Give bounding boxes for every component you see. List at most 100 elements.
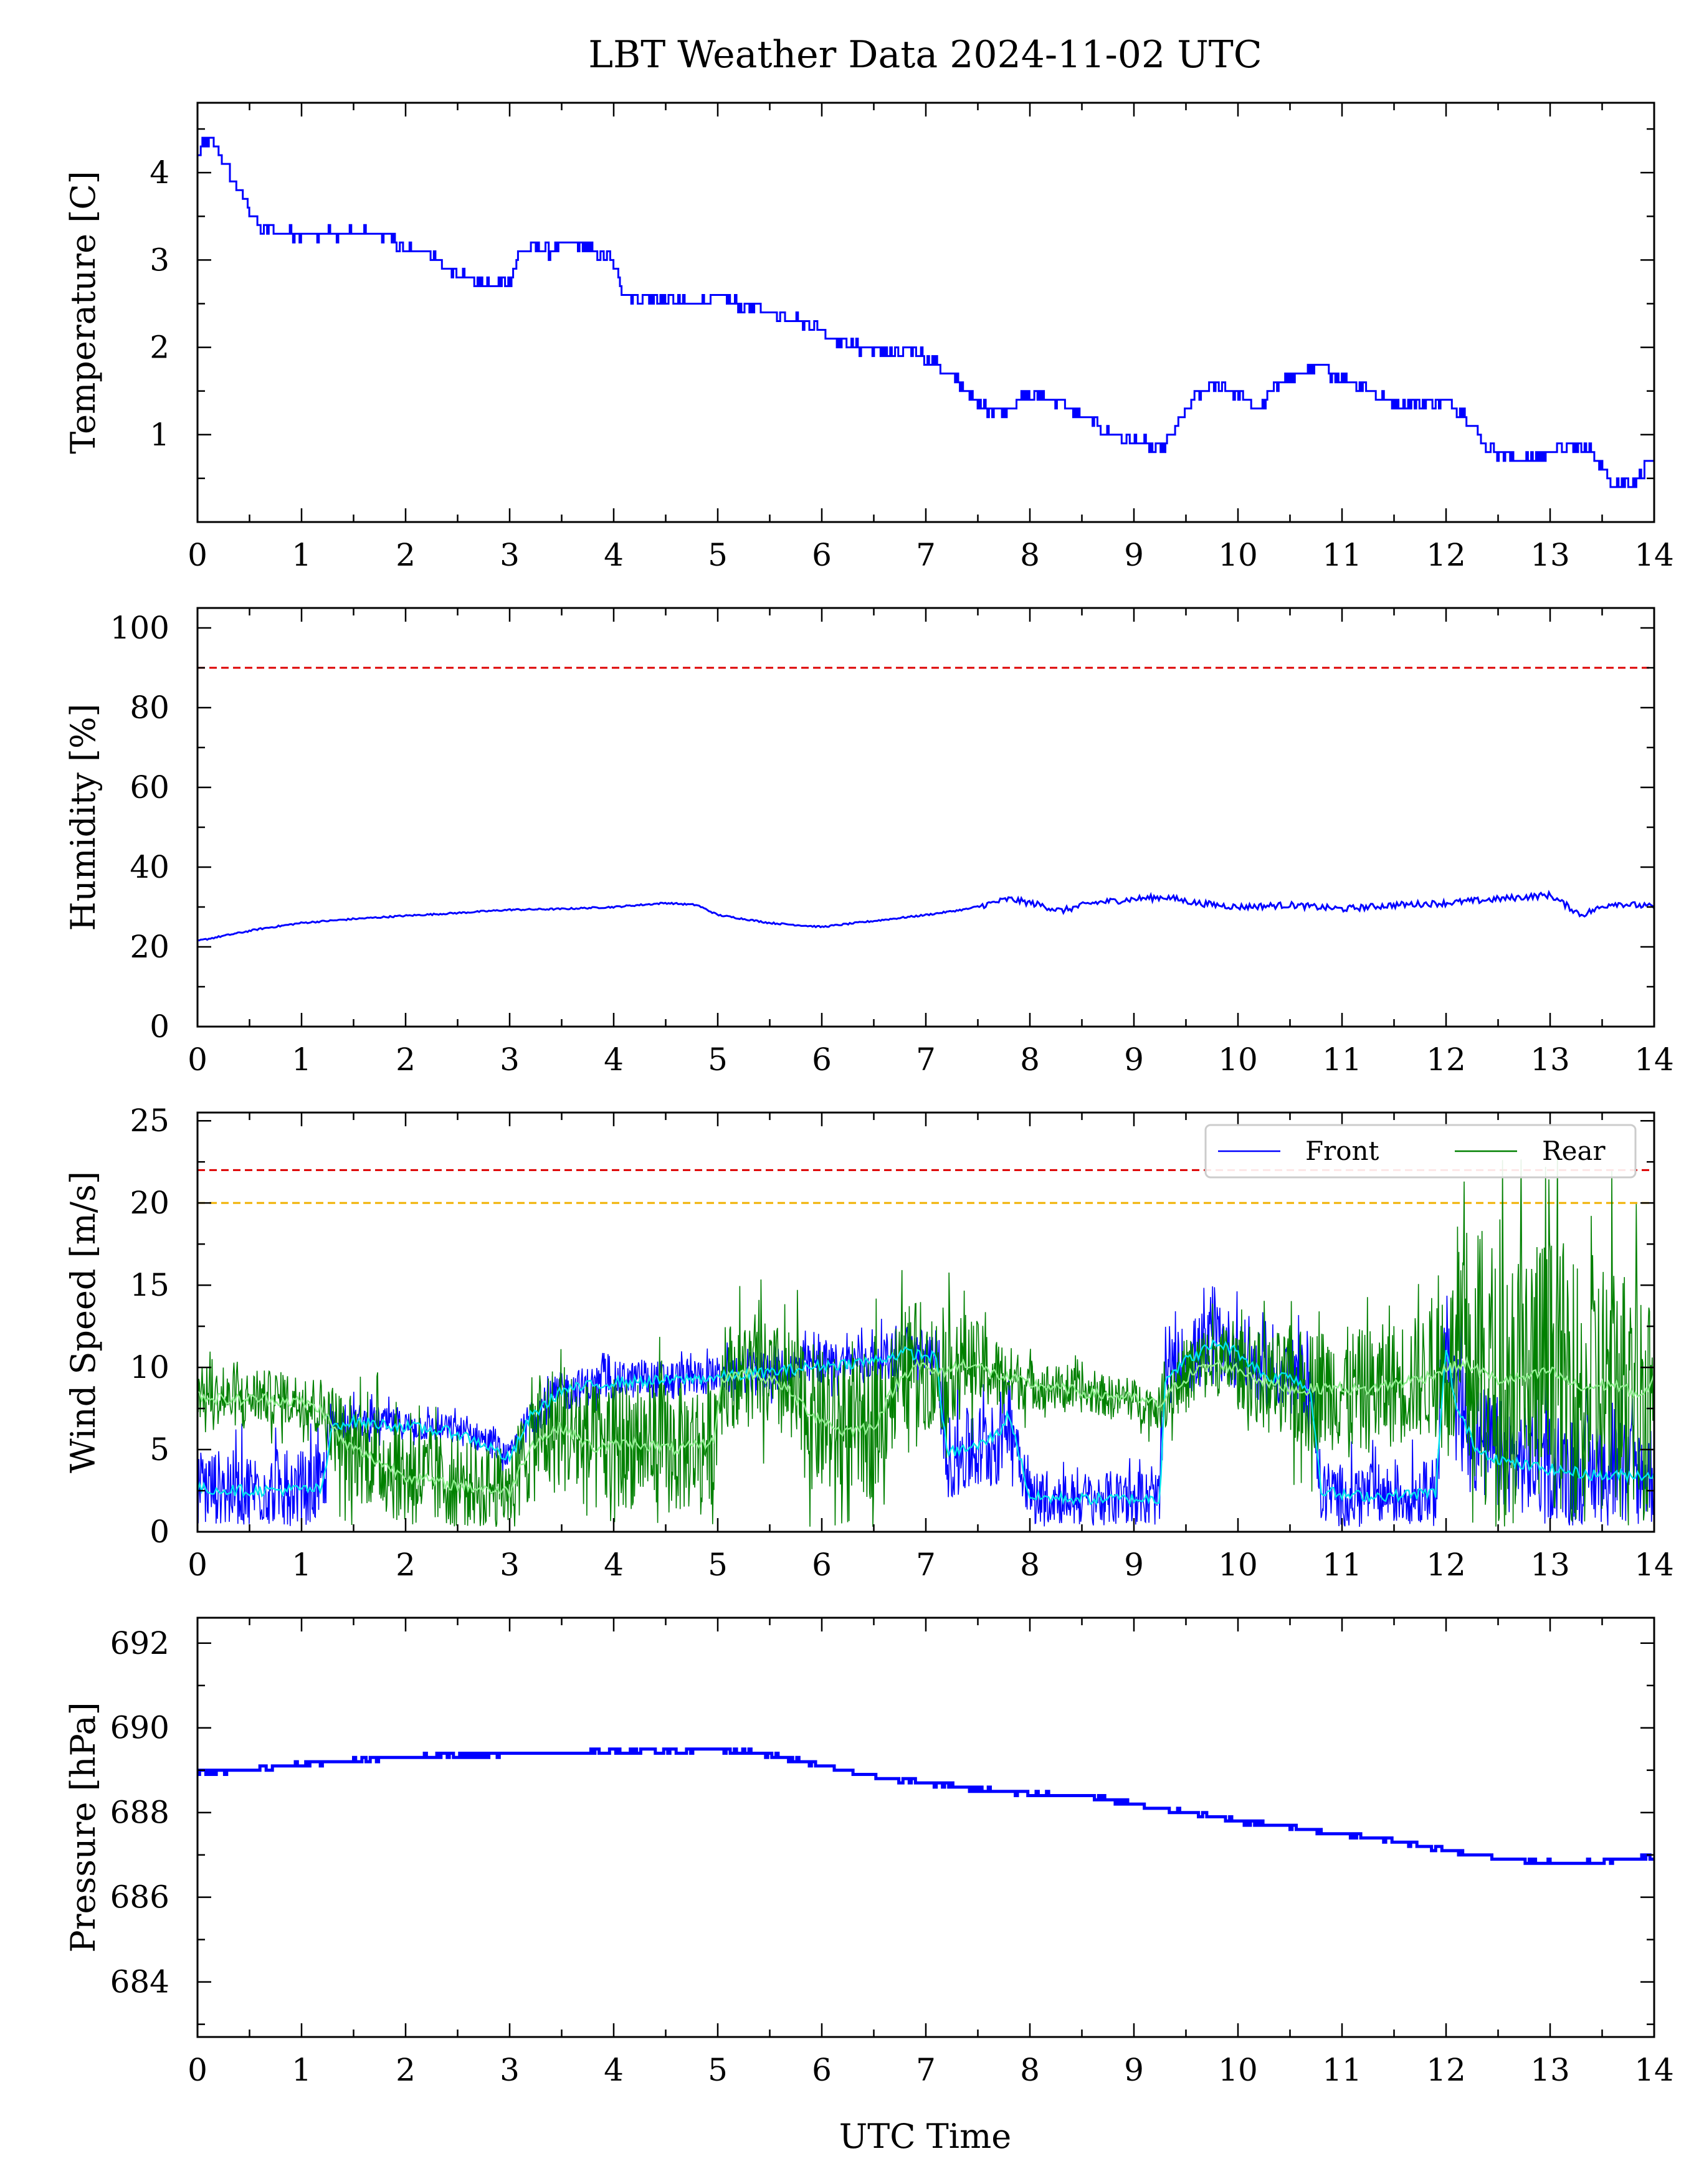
y-tick-label: 0	[150, 1009, 169, 1045]
rear-smoothed-line	[198, 1356, 1654, 1498]
x-tick-label: 8	[1020, 537, 1040, 573]
x-tick-label: 10	[1218, 2052, 1258, 2088]
y-axis-label-temperature: Temperature [C]	[64, 171, 103, 453]
x-tick-label: 12	[1426, 537, 1466, 573]
x-tick-label: 11	[1322, 1547, 1362, 1583]
y-tick-label: 684	[110, 1964, 169, 2000]
x-tick-label: 7	[916, 1042, 936, 1078]
x-tick-label: 12	[1426, 1547, 1466, 1583]
x-tick-label: 0	[188, 537, 207, 573]
x-tick-label: 7	[916, 1547, 936, 1583]
y-tick-label: 3	[150, 242, 169, 278]
y-tick-label: 690	[110, 1710, 169, 1746]
rear-series	[198, 1142, 1654, 1527]
plot-area-temperature	[198, 136, 1654, 488]
x-tick-label: 0	[188, 1042, 207, 1078]
x-tick-label: 5	[708, 1042, 728, 1078]
x-tick-label: 3	[500, 537, 520, 573]
x-tick-label: 3	[500, 1547, 520, 1583]
x-tick-label: 14	[1634, 537, 1674, 573]
pressure-series	[198, 1747, 1654, 1865]
legend-label-front: Front	[1305, 1136, 1379, 1166]
x-tick-label: 13	[1530, 1042, 1570, 1078]
y-tick-label: 20	[130, 1185, 169, 1221]
x-tick-label: 4	[604, 537, 624, 573]
x-tick-label: 11	[1322, 2052, 1362, 2088]
x-tick-label: 2	[396, 2052, 416, 2088]
x-tick-label: 1	[292, 1042, 312, 1078]
panel-pressure: 0 1 2 3 4 5 6 7 8 9 10 11 12 13 14684686688690692Press…	[64, 1617, 1674, 2088]
x-tick-label: 9	[1124, 1042, 1144, 1078]
y-tick-label: 2	[150, 330, 169, 366]
x-tick-label: 11	[1322, 1042, 1362, 1078]
front-smoothed-line	[198, 1339, 1654, 1507]
humidity-series	[198, 890, 1654, 942]
y-tick-label: 100	[110, 610, 169, 646]
x-tick-label: 14	[1634, 1547, 1674, 1583]
x-tick-label: 8	[1020, 2052, 1040, 2088]
x-tick-label: 9	[1124, 2052, 1144, 2088]
y-tick-label: 60	[130, 769, 169, 805]
x-tick-label: 11	[1322, 537, 1362, 573]
x-tick-label: 6	[812, 1042, 832, 1078]
y-axis-label-humidity: Humidity [%]	[64, 703, 103, 931]
panel-humidity: 0 1 2 3 4 5 6 7 8 9 10 11 12 13 14020406080100Humidity…	[64, 607, 1674, 1078]
x-tick-label: 10	[1218, 1547, 1258, 1583]
x-tick-label: 4	[604, 1547, 624, 1583]
x-tick-label: 9	[1124, 1547, 1144, 1583]
x-tick-label: 3	[500, 2052, 520, 2088]
plot-area-humidity	[198, 667, 1654, 942]
x-tick-label: 5	[708, 2052, 728, 2088]
x-tick-label: 14	[1634, 2052, 1674, 2088]
y-tick-label: 1	[150, 417, 169, 453]
x-tick-label: 6	[812, 2052, 832, 2088]
x-tick-label: 5	[708, 537, 728, 573]
y-tick-label: 0	[150, 1514, 169, 1550]
x-tick-label: 5	[708, 1547, 728, 1583]
x-tick-label: 1	[292, 537, 312, 573]
y-tick-label: 25	[130, 1103, 169, 1139]
x-tick-label: 0	[188, 2052, 207, 2088]
y-tick-label: 10	[130, 1349, 169, 1385]
x-tick-label: 8	[1020, 1547, 1040, 1583]
y-tick-label: 4	[150, 154, 169, 191]
x-tick-label: 3	[500, 1042, 520, 1078]
x-tick-label: 13	[1530, 2052, 1570, 2088]
x-axis-label: UTC Time	[839, 2117, 1011, 2156]
y-tick-label: 80	[130, 690, 169, 726]
temperature-series	[198, 136, 1654, 488]
plot-area-pressure	[198, 1747, 1654, 1865]
legend: Front Rear	[1204, 1124, 1637, 1179]
x-tick-label: 13	[1530, 1547, 1570, 1583]
x-tick-label: 10	[1218, 1042, 1258, 1078]
y-tick-label: 20	[130, 929, 169, 965]
front-series	[198, 1286, 1654, 1527]
x-tick-label: 12	[1426, 1042, 1466, 1078]
x-tick-label: 4	[604, 2052, 624, 2088]
x-tick-label: 1	[292, 2052, 312, 2088]
y-tick-label: 40	[130, 849, 169, 885]
x-tick-label: 2	[396, 1547, 416, 1583]
x-tick-label: 9	[1124, 537, 1144, 573]
legend-box	[1204, 1124, 1637, 1179]
x-tick-label: 10	[1218, 537, 1258, 573]
y-axis-label-wind-speed: Wind Speed [m/s]	[64, 1171, 103, 1473]
x-tick-label: 6	[812, 537, 832, 573]
y-tick-label: 686	[110, 1879, 169, 1916]
legend-label-rear: Rear	[1542, 1136, 1606, 1166]
y-tick-label: 15	[130, 1267, 169, 1303]
x-tick-label: 0	[188, 1547, 207, 1583]
y-tick-label: 5	[150, 1431, 169, 1468]
y-tick-label: 692	[110, 1625, 169, 1661]
x-tick-label: 14	[1634, 1042, 1674, 1078]
x-tick-label: 4	[604, 1042, 624, 1078]
x-tick-label: 13	[1530, 537, 1570, 573]
x-tick-label: 12	[1426, 2052, 1466, 2088]
x-tick-label: 2	[396, 537, 416, 573]
figure-title: LBT Weather Data 2024-11-02 UTC	[588, 33, 1262, 77]
